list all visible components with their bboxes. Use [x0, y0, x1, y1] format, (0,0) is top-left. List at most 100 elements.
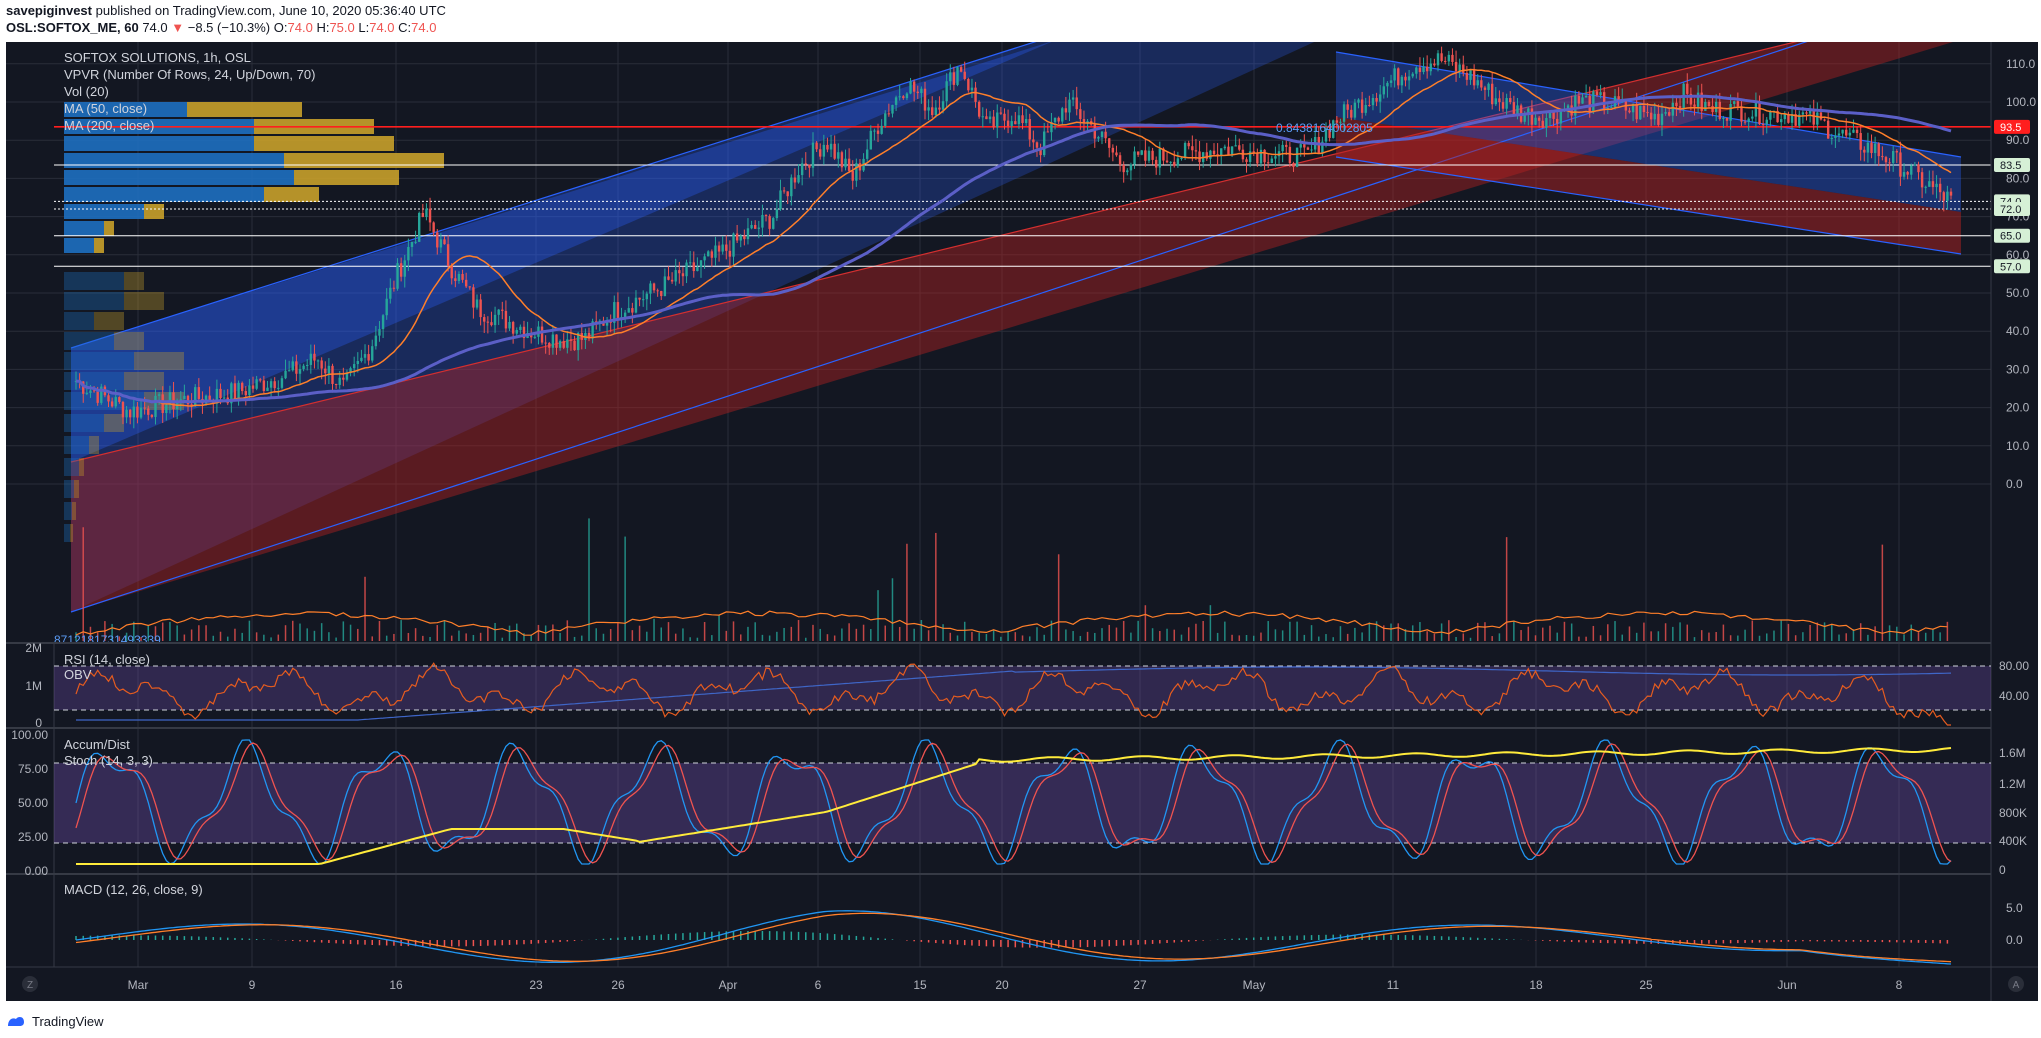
- candle-body: [1332, 120, 1335, 138]
- candle-body: [1288, 146, 1292, 164]
- grid-lines: [6, 42, 1991, 967]
- blue-channel-area[interactable]: [71, 42, 1336, 612]
- ma200-line[interactable]: [75, 94, 1952, 404]
- candle-body: [1610, 107, 1613, 109]
- candle-body: [183, 395, 186, 400]
- stoch-d-line: [75, 742, 1952, 864]
- candle-body: [707, 251, 710, 257]
- candle-body: [1407, 76, 1411, 81]
- candle-body: [627, 308, 630, 313]
- legend-ma50[interactable]: MA (50, close): [64, 101, 147, 116]
- candle-body: [501, 309, 504, 311]
- legend-accdist[interactable]: Accum/Dist: [64, 737, 130, 752]
- candle-body: [1516, 105, 1519, 116]
- legend-vol[interactable]: Vol (20): [64, 84, 109, 99]
- candle-body: [1169, 161, 1172, 163]
- candle-body: [1584, 95, 1588, 98]
- candle-body: [721, 244, 724, 252]
- candle-body: [909, 81, 912, 94]
- timezone-button[interactable]: [22, 976, 38, 992]
- footer-brand[interactable]: TradingView: [32, 1013, 104, 1029]
- candle-body: [165, 404, 168, 414]
- candle-body: [1245, 159, 1248, 162]
- red-channel-area[interactable]: [71, 42, 1986, 612]
- candle-body: [1118, 155, 1122, 166]
- candle-body: [558, 341, 562, 348]
- candle-body: [587, 332, 591, 339]
- candle-body: [1353, 102, 1357, 118]
- candle-body: [1458, 64, 1461, 72]
- candle-body: [1046, 131, 1050, 133]
- candle-body: [1292, 163, 1295, 167]
- candle-body: [1718, 101, 1721, 119]
- stoch-tick-label: 75.00: [18, 762, 48, 776]
- candle-body: [891, 104, 894, 114]
- candle-body: [147, 408, 150, 415]
- candle-body: [1765, 119, 1768, 125]
- candle-body: [663, 276, 667, 297]
- candle-body: [1747, 118, 1750, 122]
- legend-rsi[interactable]: RSI (14, close): [64, 652, 150, 667]
- time-axis[interactable]: Mar 9 16 23 26 Apr 6 15 20 27 May 11 18 25 Jun 8: [128, 978, 1903, 992]
- chart-svg[interactable]: 0.8438164002805 8712181731493339 SOFTOX …: [6, 42, 2038, 1001]
- down-channel-bottom-line[interactable]: [1335, 156, 1962, 255]
- legend-macd[interactable]: MACD (12, 26, close, 9): [64, 882, 203, 897]
- candle-body: [392, 287, 396, 289]
- candle-body: [371, 346, 374, 361]
- candle-body: [1447, 54, 1451, 62]
- candle-body: [645, 293, 649, 300]
- candle-body: [1075, 97, 1078, 110]
- legend-obv[interactable]: OBV: [64, 667, 92, 682]
- vpvr-up-bar: [64, 502, 72, 520]
- candle-body: [757, 227, 761, 229]
- candle-body: [573, 340, 576, 351]
- legend-ma200[interactable]: MA (200, close): [64, 118, 154, 133]
- blue-channel-top-line[interactable]: [70, 42, 1066, 349]
- candle-body: [418, 212, 421, 242]
- candle-body: [1057, 117, 1060, 122]
- candle-body: [790, 177, 793, 197]
- vpvr-down-bar: [124, 372, 164, 390]
- candle-body: [298, 369, 302, 374]
- candle-body: [215, 388, 219, 404]
- blue-channel-bottom-line[interactable]: [70, 42, 1836, 613]
- legend-stoch[interactable]: Stoch (14, 3, 3): [64, 753, 153, 768]
- candle-body: [1689, 93, 1693, 105]
- obv-tick-label: 2M: [25, 641, 42, 655]
- candle-body: [1357, 99, 1360, 103]
- candle-body: [1010, 121, 1013, 127]
- chart-area[interactable]: 0.8438164002805 8712181731493339 SOFTOX …: [6, 42, 2038, 1001]
- candle-body: [725, 244, 728, 251]
- time-tick-label: 18: [1529, 978, 1543, 992]
- candle-body: [1039, 147, 1042, 156]
- candle-body: [1841, 129, 1844, 134]
- candle-body: [1642, 105, 1646, 113]
- price-line-label: 65.0: [2000, 231, 2021, 243]
- candle-body: [1035, 142, 1039, 148]
- candle-body: [1274, 156, 1277, 159]
- blue-channel-upper-band[interactable]: [71, 42, 1056, 462]
- candle-body: [1342, 104, 1346, 122]
- ma50-line[interactable]: [75, 68, 1952, 407]
- candle-body: [1411, 73, 1414, 77]
- publisher-name[interactable]: savepiginvest: [6, 3, 92, 18]
- auto-scale-button[interactable]: [2008, 976, 2024, 992]
- candle-body: [1848, 132, 1852, 136]
- vpvr-up-bar: [64, 436, 89, 454]
- candle-body: [222, 397, 226, 399]
- red-channel-mid-line[interactable]: [70, 42, 1836, 463]
- candle-body: [1180, 157, 1183, 159]
- candle-body: [1216, 154, 1219, 156]
- candle-body: [1050, 122, 1053, 133]
- time-tick-label: May: [1243, 978, 1266, 992]
- candle-body: [269, 381, 273, 388]
- candle-body: [1686, 83, 1689, 94]
- candle-body: [1494, 98, 1497, 105]
- legend-title[interactable]: SOFTOX SOLUTIONS, 1h, OSL: [64, 50, 251, 65]
- candle-body: [316, 360, 320, 362]
- down-channel-lower[interactable]: [1336, 117, 1961, 254]
- legend-vpvr[interactable]: VPVR (Number Of Rows, 24, Up/Down, 70): [64, 67, 315, 82]
- candle-body: [1527, 108, 1530, 115]
- symbol-name[interactable]: OSL:SOFTOX_ME, 60: [6, 20, 139, 35]
- accdist-tick-label: 400K: [1999, 834, 2027, 848]
